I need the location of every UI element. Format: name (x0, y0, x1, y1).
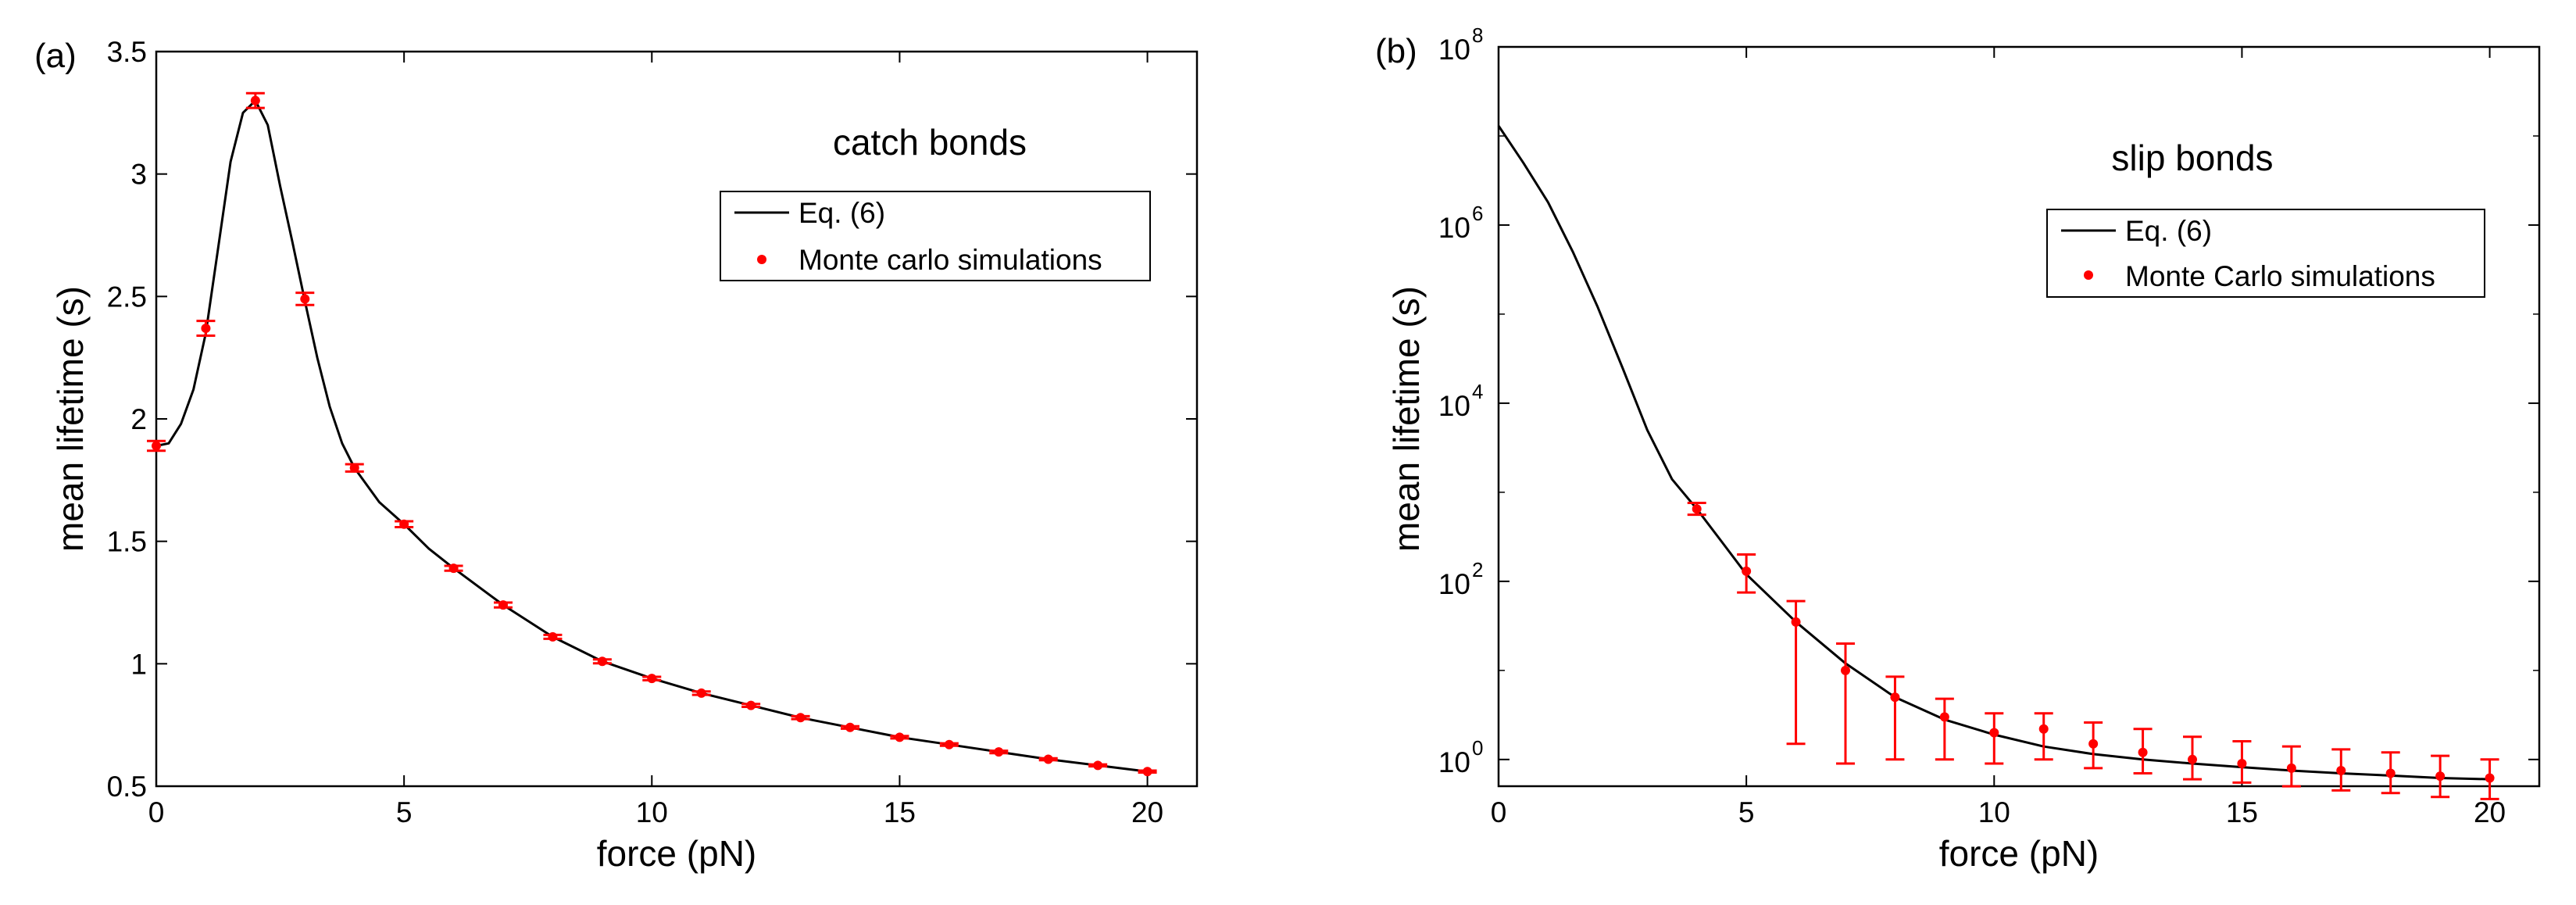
panel-b-y-tick-label: 10 (1438, 568, 1470, 600)
panel-a-y-tick-label: 2.5 (107, 281, 147, 313)
panel-a-data-point (944, 739, 954, 749)
panel-b-plot-area (1497, 45, 2541, 788)
panel-b-x-tick-label: 5 (1738, 796, 1755, 828)
panel-a-legend-point-swatch (757, 255, 766, 264)
panel-a-data-point (647, 674, 657, 684)
panel-a-x-tick-label: 15 (884, 796, 916, 828)
panel-a-data-point (1093, 760, 1103, 771)
panel-a-y-tick-label: 0.5 (107, 771, 147, 803)
panel-b-data-point (2385, 768, 2396, 778)
panel-a-x-tick-label: 20 (1131, 796, 1163, 828)
panel-a-y-ticks: 0.5 1 1.5 2 2.5 3 3.5 (107, 36, 1197, 803)
panel-a-title: catch bonds (833, 122, 1027, 163)
panel-a-data-point (349, 463, 359, 473)
panel-a-plot-area (155, 50, 1199, 788)
panel-a-data-point (498, 600, 508, 610)
panel-b-data-point (1791, 617, 1801, 627)
panel-a-data-point (399, 519, 409, 529)
panel-a-y-tick-label: 1 (130, 648, 147, 680)
panel-b-title: slip bonds (2111, 138, 2273, 178)
panel-b-data-point (1692, 504, 1702, 514)
panel-b-legend: Eq. (6) Monte Carlo simulations (2046, 209, 2485, 298)
panel-a-x-tick-label: 10 (636, 796, 668, 828)
panel-b-y-tick-exponent: 6 (1472, 202, 1483, 225)
panel-a-data-point (1142, 767, 1152, 777)
panel-a-x-tick-label: 5 (396, 796, 413, 828)
panel-b-series (1497, 125, 2499, 800)
panel-a-legend-points-label: Monte carlo simulations (799, 244, 1102, 276)
panel-a-data-point (597, 656, 607, 667)
panel-b-data-point (1742, 566, 1752, 576)
panel-a-y-axis-label: mean lifetime (s) (50, 286, 91, 552)
panel-a-x-tick-label: 0 (148, 796, 165, 828)
panel-b-y-tick-label: 10 (1438, 34, 1470, 66)
panel-a-data-point (300, 294, 310, 304)
panel-a-data-point (845, 722, 855, 732)
panel-a-legend-box (720, 191, 1151, 281)
panel-b-data-point (2088, 739, 2099, 749)
panel-a-x-axis-label: force (pN) (597, 833, 756, 874)
panel-b-legend-points-label: Monte Carlo simulations (2125, 260, 2435, 292)
panel-b-y-tick-label: 10 (1438, 390, 1470, 422)
panel-a-data-point (895, 732, 905, 742)
panel-b-data-point (1939, 712, 1949, 722)
panel-b-data-point (2286, 763, 2296, 773)
panel-b-y-tick-exponent: 0 (1472, 736, 1483, 760)
panel-a-data-point (795, 713, 806, 723)
panel-b-y-tick-label: 10 (1438, 212, 1470, 244)
panel-b-eq6-line (1497, 125, 2490, 781)
panel-b-data-point (2038, 724, 2049, 734)
panel-b-x-ticks: 0 5 10 15 20 (1491, 47, 2506, 828)
panel-a-legend-line-label: Eq. (6) (799, 197, 885, 229)
panel-b-data-point (2485, 773, 2495, 783)
panel-a-data-point (746, 700, 756, 710)
panel-b-legend-box (2046, 209, 2485, 298)
panel-b-x-tick-label: 20 (2474, 796, 2506, 828)
panel-a-data-point (448, 563, 459, 574)
panel-b-legend-line-label: Eq. (6) (2125, 215, 2212, 247)
panel-b-data-point (2237, 759, 2247, 769)
panel-a-data-point (201, 324, 211, 334)
panel-b-x-axis-label: force (pN) (1939, 833, 2099, 874)
panel-a-series (147, 91, 1157, 777)
panel-a-y-tick-label: 3 (130, 159, 147, 191)
panel-a-label: (a) (34, 37, 77, 75)
panel-b-y-tick-exponent: 8 (1472, 23, 1483, 47)
panel-b-data-point (2435, 771, 2446, 782)
panel-b-data-point (1989, 728, 1999, 738)
panel-a-eq6-line (155, 99, 1148, 773)
panel-a-y-tick-label: 1.5 (107, 526, 147, 558)
panel-b-y-tick-exponent: 2 (1472, 558, 1483, 581)
panel-a-x-ticks: 0 5 10 15 20 (148, 52, 1163, 828)
panel-a-data-point (1043, 754, 1053, 764)
panel-b-data-point (1841, 665, 1850, 675)
panel-b-x-tick-label: 10 (1978, 796, 2010, 828)
panel-b-data-point (2138, 747, 2148, 757)
panel-a-data-point (696, 688, 706, 698)
panel-b-data-point (2188, 754, 2197, 764)
panel-a-data-point (250, 95, 260, 106)
panel-a-y-tick-label: 3.5 (107, 36, 147, 68)
panel-a-data-point (548, 631, 558, 642)
panel-a: (a) 0.5 1 1.5 2 2.5 3 3.5 0 5 10 15 20 catch bonds… (34, 36, 1199, 874)
panel-b-x-tick-label: 15 (2226, 796, 2258, 828)
panel-a-data-point (994, 747, 1004, 757)
panel-b-data-point (2336, 766, 2346, 776)
panel-b-legend-point-swatch (2084, 270, 2093, 280)
panel-b-y-tick-label: 10 (1438, 746, 1470, 778)
panel-b-label: (b) (1375, 32, 1417, 70)
panel-a-data-point (152, 441, 161, 451)
panel-b-y-axis-label: mean lifetime (s) (1386, 286, 1427, 552)
panel-a-y-tick-label: 2 (130, 403, 147, 435)
panel-b-data-point (1890, 692, 1900, 703)
panel-a-legend: Eq. (6) Monte carlo simulations (720, 191, 1151, 281)
panel-b-y-tick-exponent: 4 (1472, 380, 1483, 403)
panel-b-x-tick-label: 0 (1491, 796, 1507, 828)
